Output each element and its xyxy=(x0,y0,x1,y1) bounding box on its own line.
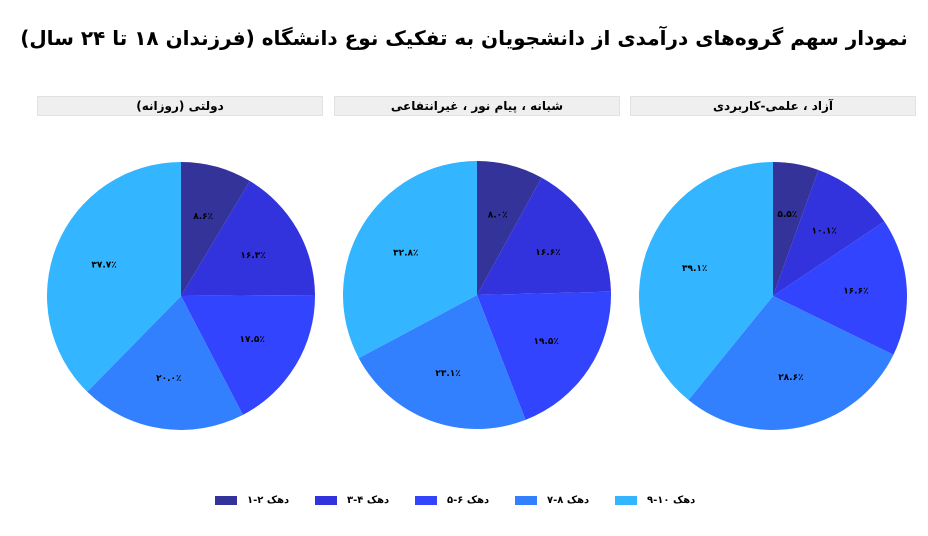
pie-slice xyxy=(181,181,315,296)
pie-slice xyxy=(773,162,819,296)
slice-value-label: ۱۶.۶٪ xyxy=(535,248,560,258)
panel-header-government: دولتی (روزانه) xyxy=(37,96,323,116)
pie-slice xyxy=(181,161,250,296)
slice-value-label: ۳۲.۸٪ xyxy=(393,248,418,258)
pie-slice xyxy=(342,161,477,359)
legend-label: دهک ۶-۵ xyxy=(447,494,490,506)
panel-header-night-payamnoor-nonprofit: شبانه ، پیام نور ، غیرانتفاعی xyxy=(334,96,620,116)
slice-value-label: ۳۹.۱٪ xyxy=(682,264,707,274)
legend: دهک ۲-۱ دهک ۴-۳ دهک ۶-۵ دهک ۸-۷ دهک ۱۰-۹ xyxy=(0,490,928,510)
pie-slice xyxy=(773,169,885,296)
legend-swatch-icon xyxy=(315,495,337,505)
pie-chart-government: ۸.۶٪ ۱۶.۳٪ ۱۷.۵٪ ۲۰.۰٪ ۳۷.۷٪ xyxy=(47,161,316,431)
slice-value-label: ۱۶.۶٪ xyxy=(843,286,868,296)
pie-slice xyxy=(87,296,243,431)
slice-value-label: ۲۸.۶٪ xyxy=(778,373,803,383)
legend-item-decile-9-10: دهک ۱۰-۹ xyxy=(615,490,695,510)
pie-slice xyxy=(477,291,612,420)
pie-chart-night-payamnoor-nonprofit: ۸.۰٪ ۱۶.۶٪ ۱۹.۵٪ ۲۳.۱٪ ۳۲.۸٪ xyxy=(342,161,612,430)
legend-item-decile-7-8: دهک ۸-۷ xyxy=(515,490,589,510)
legend-label: دهک ۸-۷ xyxy=(547,494,590,506)
legend-swatch-icon xyxy=(215,495,237,505)
legend-item-decile-3-4: دهک ۴-۳ xyxy=(315,490,389,510)
pie-slice xyxy=(181,294,316,415)
legend-label: دهک ۲-۱ xyxy=(247,494,290,506)
slice-value-label: ۱۷.۵٪ xyxy=(239,335,264,345)
pie-slice xyxy=(358,295,526,430)
pie-slice xyxy=(773,221,907,355)
slice-value-label: ۱۹.۵٪ xyxy=(533,337,558,347)
panel-header-azad-applied: آزاد ، علمی-کاربردی xyxy=(630,96,916,116)
pie-slice xyxy=(688,296,894,430)
pie-slice xyxy=(47,162,182,392)
slice-value-label: ۲۳.۱٪ xyxy=(435,369,460,379)
pie-slice xyxy=(477,177,611,295)
slice-value-label: ۳۷.۷٪ xyxy=(91,261,116,271)
legend-item-decile-5-6: دهک ۶-۵ xyxy=(415,490,489,510)
legend-label: دهک ۱۰-۹ xyxy=(647,494,696,506)
slice-value-label: ۱۶.۳٪ xyxy=(240,251,265,261)
pie-slice xyxy=(477,161,542,295)
slice-value-label: ۱۰.۱٪ xyxy=(811,227,836,237)
legend-swatch-icon xyxy=(615,495,637,505)
slice-value-label: ۸.۶٪ xyxy=(193,212,213,222)
legend-item-decile-1-2: دهک ۲-۱ xyxy=(215,490,289,510)
slice-value-label: ۵.۵٪ xyxy=(777,210,797,220)
slice-value-label: ۸.۰٪ xyxy=(488,211,508,221)
legend-swatch-icon xyxy=(415,495,437,505)
chart-title: نمودار سهم گروه‌های درآمدی از دانشجویان … xyxy=(20,26,908,50)
pie-chart-azad-applied: ۵.۵٪ ۱۰.۱٪ ۱۶.۶٪ ۲۸.۶٪ ۳۹.۱٪ xyxy=(639,162,907,430)
slice-value-label: ۲۰.۰٪ xyxy=(156,374,181,384)
legend-label: دهک ۴-۳ xyxy=(347,494,390,506)
legend-swatch-icon xyxy=(515,495,537,505)
pie-slice xyxy=(639,162,773,400)
